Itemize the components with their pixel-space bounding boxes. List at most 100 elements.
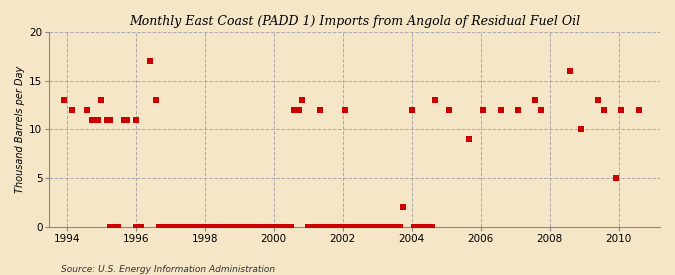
Point <box>338 224 348 229</box>
Point <box>144 59 155 63</box>
Point <box>369 224 379 229</box>
Point <box>274 224 285 229</box>
Point <box>349 224 360 229</box>
Point <box>418 224 429 229</box>
Point <box>101 117 112 122</box>
Point <box>205 224 216 229</box>
Point <box>286 224 296 229</box>
Point <box>427 224 437 229</box>
Point <box>395 224 406 229</box>
Point <box>242 224 253 229</box>
Point <box>429 98 440 102</box>
Point <box>234 224 244 229</box>
Point <box>352 224 362 229</box>
Point <box>421 224 431 229</box>
Point <box>81 108 92 112</box>
Point <box>162 224 173 229</box>
Point <box>173 224 184 229</box>
Point <box>346 224 356 229</box>
Point <box>231 224 242 229</box>
Point <box>228 224 239 229</box>
Point <box>633 108 644 112</box>
Point <box>268 224 279 229</box>
Point <box>323 224 333 229</box>
Point <box>375 224 385 229</box>
Point <box>415 224 426 229</box>
Point <box>495 108 506 112</box>
Point <box>311 224 322 229</box>
Text: Source: U.S. Energy Information Administration: Source: U.S. Energy Information Administ… <box>61 265 275 274</box>
Point <box>260 224 271 229</box>
Point <box>576 127 587 131</box>
Point <box>288 108 299 112</box>
Point <box>208 224 219 229</box>
Point <box>334 224 345 229</box>
Point <box>302 224 313 229</box>
Point <box>297 98 308 102</box>
Point <box>151 98 161 102</box>
Point <box>202 224 213 229</box>
Point <box>443 108 454 112</box>
Y-axis label: Thousand Barrels per Day: Thousand Barrels per Day <box>15 66 25 193</box>
Point <box>211 224 221 229</box>
Point <box>389 224 400 229</box>
Point <box>213 224 224 229</box>
Point <box>130 117 141 122</box>
Point <box>294 108 305 112</box>
Point <box>277 224 288 229</box>
Point <box>372 224 383 229</box>
Point <box>133 224 144 229</box>
Point <box>188 224 198 229</box>
Point <box>105 117 115 122</box>
Point <box>199 224 210 229</box>
Point <box>182 224 193 229</box>
Point <box>179 224 190 229</box>
Point <box>171 224 182 229</box>
Point <box>314 108 325 112</box>
Point <box>245 224 256 229</box>
Point <box>87 117 98 122</box>
Point <box>107 224 118 229</box>
Point <box>156 224 167 229</box>
Title: Monthly East Coast (PADD 1) Imports from Angola of Residual Fuel Oil: Monthly East Coast (PADD 1) Imports from… <box>129 15 580 28</box>
Point <box>616 108 627 112</box>
Point <box>190 224 201 229</box>
Point <box>360 224 371 229</box>
Point <box>329 224 340 229</box>
Point <box>217 224 227 229</box>
Point <box>136 224 146 229</box>
Point <box>283 224 294 229</box>
Point <box>93 117 104 122</box>
Point <box>67 108 78 112</box>
Point <box>185 224 196 229</box>
Point <box>599 108 610 112</box>
Point <box>610 176 621 180</box>
Point <box>165 224 176 229</box>
Point <box>398 205 408 209</box>
Point <box>254 224 265 229</box>
Point <box>530 98 541 102</box>
Point <box>219 224 230 229</box>
Point <box>167 224 178 229</box>
Point <box>340 108 351 112</box>
Point <box>386 224 397 229</box>
Point <box>380 224 391 229</box>
Point <box>564 69 575 73</box>
Point <box>105 224 115 229</box>
Point <box>130 224 141 229</box>
Point <box>326 224 337 229</box>
Point <box>317 224 328 229</box>
Point <box>271 224 282 229</box>
Point <box>119 117 130 122</box>
Point <box>354 224 365 229</box>
Point <box>383 224 394 229</box>
Point <box>406 108 417 112</box>
Point <box>110 224 121 229</box>
Point <box>343 224 354 229</box>
Point <box>366 224 377 229</box>
Point <box>240 224 250 229</box>
Point <box>412 224 423 229</box>
Point <box>331 224 342 229</box>
Point <box>153 224 164 229</box>
Point <box>357 224 368 229</box>
